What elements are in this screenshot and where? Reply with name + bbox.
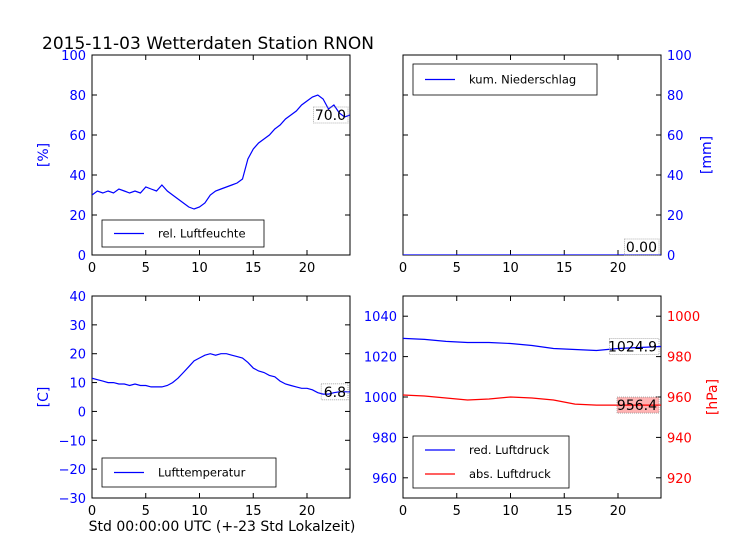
- y-tick-label: 100: [61, 49, 86, 64]
- y-tick-label: 0: [78, 405, 86, 420]
- legend-label: rel. Luftfeuchte: [158, 227, 246, 241]
- y-tick-label: 80: [69, 89, 86, 104]
- pressure-panel: 0 5 10 15 20 960 980 1000 1020 1040 920 940 960 980 10…: [364, 295, 721, 519]
- x-tick-label: 10: [191, 504, 208, 519]
- x-tick-label: 10: [191, 261, 208, 276]
- y-tick-label: 30: [69, 319, 86, 334]
- x-tick-label: 0: [88, 261, 96, 276]
- precipitation-panel: 0 5 10 15 20 0 20 40 60 80 100 [mm] 0.00 kum. Nieders…: [399, 49, 715, 276]
- y-tick-label-left: 1040: [364, 310, 397, 325]
- x-tick-label: 20: [299, 261, 316, 276]
- last-value-label-box: [313, 106, 349, 124]
- x-tick-label: 0: [399, 504, 407, 519]
- legend-label: abs. Luftdruck: [469, 467, 551, 481]
- y-tick-label: 0: [667, 249, 675, 264]
- y-tick-label: 20: [69, 348, 86, 363]
- x-tick-label: 10: [502, 261, 519, 276]
- temperature-panel: 0 5 10 15 20 −30 −20 −10 0 10 20 30 40 [C] 6.8 Lufttemp…: [36, 290, 351, 519]
- y-tick-label-right: 940: [667, 431, 692, 446]
- y-tick-label: 0: [78, 249, 86, 264]
- x-axis-label: Std 00:00:00 UTC (+-23 Std Lokalzeit): [89, 519, 356, 535]
- y-axis-label-right: [hPa]: [705, 379, 721, 415]
- y-axis-label: [mm]: [699, 136, 715, 174]
- y-tick-label: 40: [667, 169, 684, 184]
- y-tick-label: 100: [667, 49, 692, 64]
- y-tick-label: 60: [69, 129, 86, 144]
- series-line-2: [403, 394, 661, 406]
- last-value-label-box: [320, 383, 349, 401]
- y-tick-label: 10: [69, 377, 86, 392]
- y-tick-label: 40: [69, 290, 86, 305]
- x-tick-label: 10: [502, 504, 519, 519]
- y-tick-label: −20: [59, 463, 86, 478]
- last-value-label-2-box: [616, 396, 660, 414]
- x-tick-label: 20: [610, 504, 627, 519]
- legend-box: [412, 435, 570, 489]
- x-tick-label: 15: [556, 261, 573, 276]
- legend-label: kum. Niederschlag: [469, 73, 576, 87]
- x-tick-label: 5: [453, 261, 461, 276]
- y-axis-label: [C]: [36, 387, 52, 408]
- y-tick-label-right: 980: [667, 351, 692, 366]
- legend-label: red. Luftdruck: [469, 443, 550, 457]
- last-value-label-1: 1024.9: [608, 340, 657, 356]
- x-tick-label: 5: [142, 504, 150, 519]
- last-value-label: 0.00: [626, 240, 657, 256]
- x-tick-label: 20: [299, 504, 316, 519]
- y-tick-label: −10: [59, 434, 86, 449]
- y-tick-label-left: 980: [372, 431, 397, 446]
- last-value-label-2: 956.4: [617, 398, 657, 414]
- figure-title: 2015-11-03 Wetterdaten Station RNON: [42, 34, 374, 54]
- series-line-1: [92, 353, 350, 395]
- y-axis-label: [%]: [36, 143, 52, 167]
- y-tick-label: −30: [59, 492, 86, 507]
- x-tick-label: 0: [399, 261, 407, 276]
- last-value-label: 6.8: [324, 385, 346, 401]
- y-tick-label-left: 1000: [364, 391, 397, 406]
- x-tick-label: 15: [556, 504, 573, 519]
- y-tick-label-right: 960: [667, 391, 692, 406]
- legend-label: Lufttemperatur: [158, 466, 246, 480]
- x-tick-label: 15: [245, 504, 262, 519]
- last-value-label: 70.0: [315, 108, 346, 124]
- x-tick-label: 15: [245, 261, 262, 276]
- y-tick-label-left: 960: [372, 472, 397, 487]
- x-tick-label: 5: [142, 261, 150, 276]
- y-tick-label-right: 920: [667, 472, 692, 487]
- y-tick-label: 20: [69, 209, 86, 224]
- x-tick-label: 5: [453, 504, 461, 519]
- last-value-label-1-box: [609, 338, 660, 355]
- x-tick-label: 20: [610, 261, 627, 276]
- y-tick-label: 80: [667, 89, 684, 104]
- humidity-plot-frame: [91, 54, 351, 256]
- y-tick-label-right: 1000: [667, 310, 700, 325]
- x-tick-label: 0: [88, 504, 96, 519]
- y-tick-label: 60: [667, 129, 684, 144]
- y-tick-label: 20: [667, 209, 684, 224]
- y-tick-label-left: 1020: [364, 351, 397, 366]
- humidity-panel: 0 5 10 15 20 0 20 40 60 80 100 [%] 70.0 rel. Luftfeuc…: [36, 49, 351, 276]
- y-tick-label: 40: [69, 169, 86, 184]
- temperature-plot-frame: [91, 295, 351, 499]
- series-line-1: [403, 337, 661, 352]
- series-line-1: [92, 94, 350, 210]
- last-value-label-box: [624, 238, 660, 256]
